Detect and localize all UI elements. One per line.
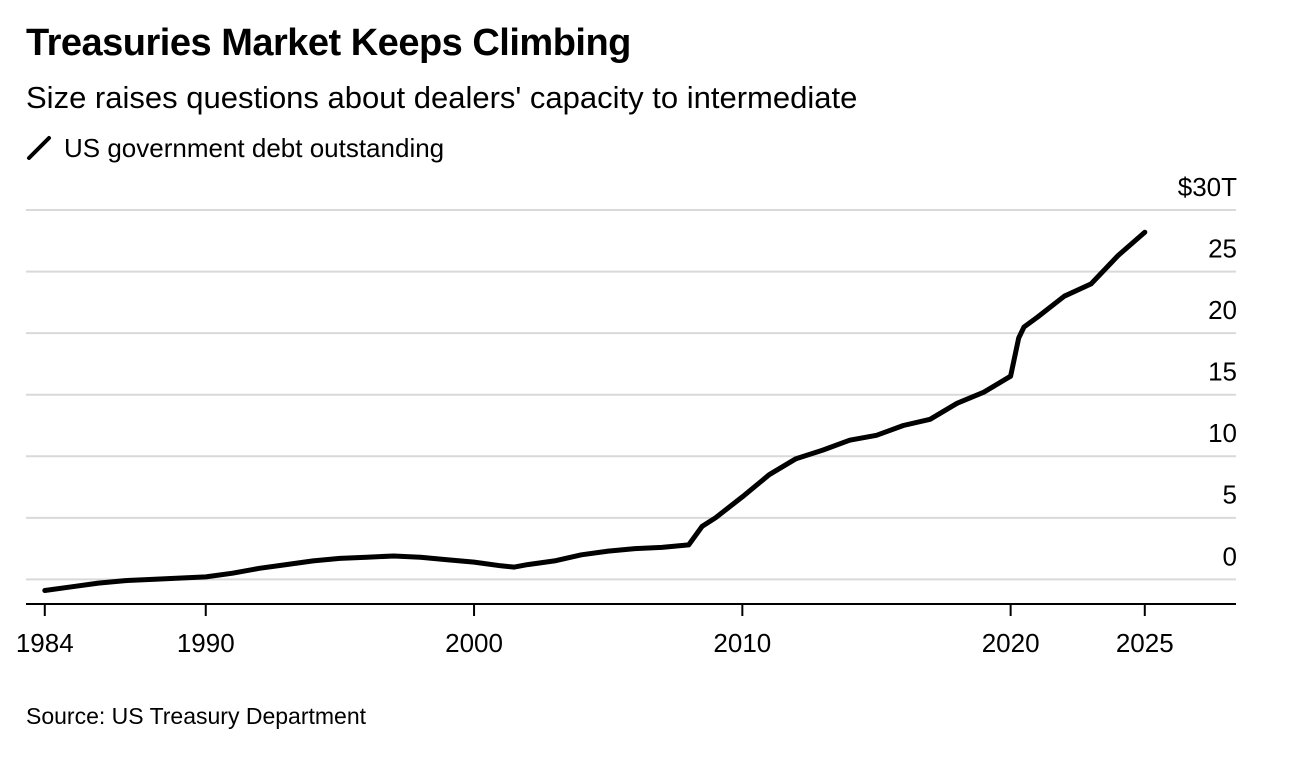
- x-tick-label: 1990: [177, 628, 235, 658]
- chart-subtitle: Size raises questions about dealers' cap…: [26, 80, 858, 115]
- x-tick-label: 2020: [982, 628, 1040, 658]
- chart-legend: US government debt outstanding: [26, 132, 444, 164]
- chart-title: Treasuries Market Keeps Climbing: [26, 22, 631, 64]
- x-tick-label: 2025: [1116, 628, 1174, 658]
- x-tick-label: 2010: [713, 628, 771, 658]
- y-tick-label: 20: [1208, 295, 1237, 325]
- x-tick-label: 1984: [16, 628, 74, 658]
- y-tick-label: 15: [1208, 357, 1237, 387]
- x-tick-label: 2000: [445, 628, 503, 658]
- series-line-debt-outstanding: [42, 229, 1148, 593]
- y-tick-label: 25: [1208, 233, 1237, 263]
- legend-series-label: US government debt outstanding: [64, 132, 445, 163]
- y-tick-label: 5: [1223, 480, 1237, 510]
- y-tick-label: 0: [1223, 541, 1237, 571]
- source-note: Source: US Treasury Department: [26, 703, 367, 729]
- legend-line-icon: [27, 136, 51, 160]
- y-tick-label: $30T: [1178, 172, 1237, 202]
- y-tick-label: 10: [1208, 418, 1237, 448]
